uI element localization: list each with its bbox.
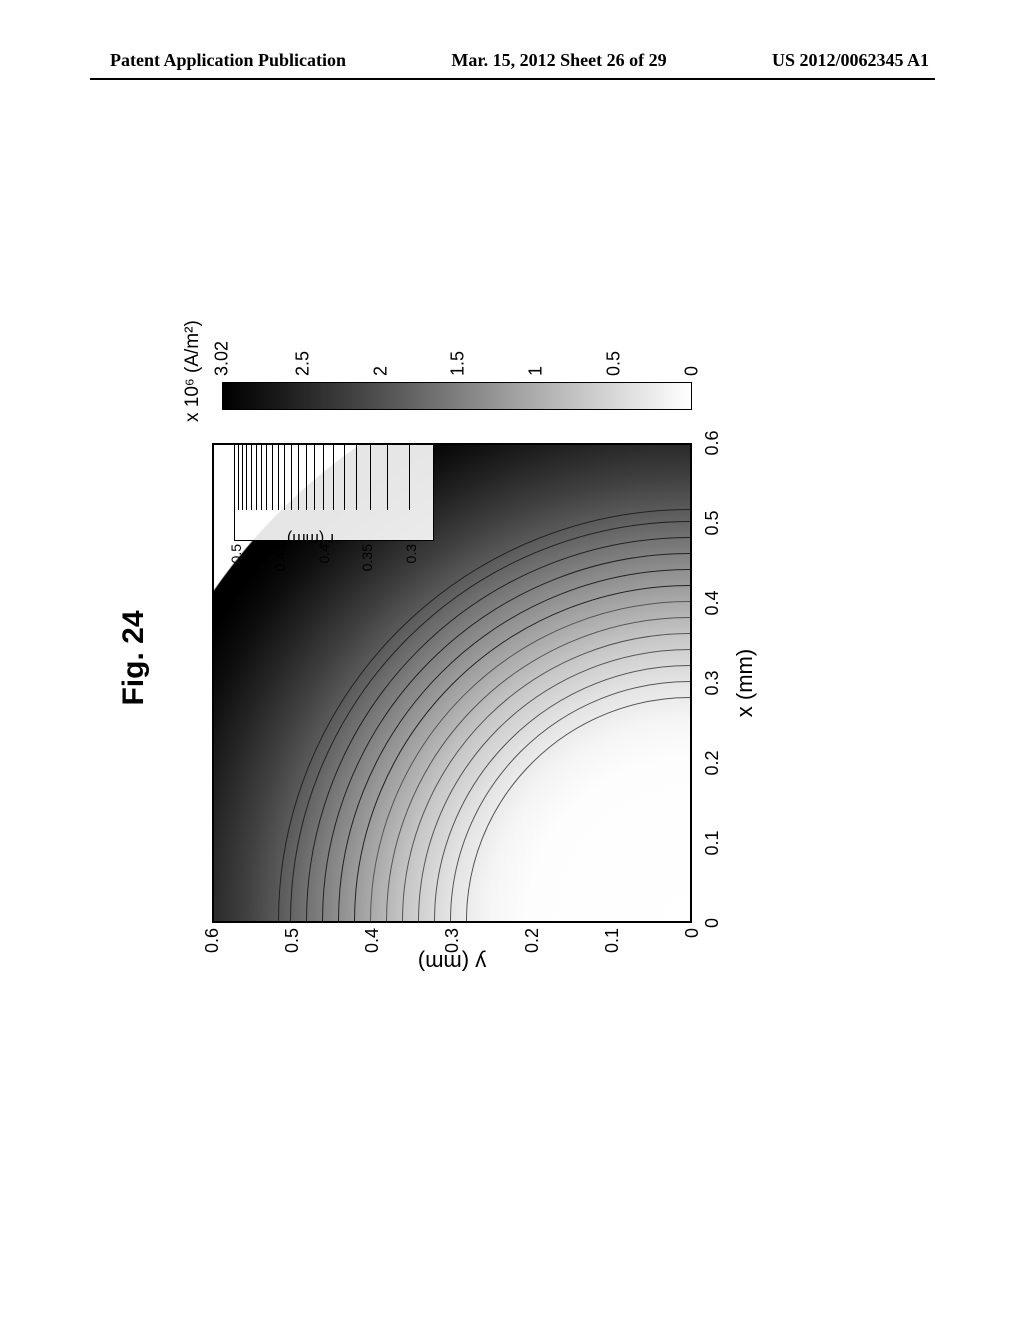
main-heatmap: r (mm) 0.30.350.40.450.5	[212, 443, 692, 923]
x-tick: 0.4	[702, 590, 723, 615]
inset-bar	[345, 443, 357, 510]
colorbar-tick: 2	[370, 366, 391, 376]
y-tick: 0.1	[602, 928, 623, 978]
header-center: Mar. 15, 2012 Sheet 26 of 29	[451, 50, 666, 71]
inset-tick: 0.35	[359, 544, 375, 576]
x-tick: 0.6	[702, 430, 723, 455]
y-tick: 0.4	[362, 928, 383, 978]
figure-24: Fig. 24 y (mm) r (mm) 0.30.350.40.450.5 …	[112, 298, 912, 1018]
inset-bar	[357, 443, 371, 510]
inset-plot: r (mm) 0.30.350.40.450.5	[234, 443, 434, 541]
inset-tick: 0.3	[403, 544, 419, 576]
y-tick: 0.2	[522, 928, 543, 978]
colorbar-tick: 2.5	[292, 351, 313, 376]
colorbar-tick: 1.5	[448, 351, 469, 376]
page-header: Patent Application Publication Mar. 15, …	[0, 50, 1024, 71]
inset-tick: 0.45	[272, 544, 288, 576]
y-tick: 0.6	[202, 928, 223, 978]
colorbar-tick: 1	[526, 366, 547, 376]
inset-bar	[334, 443, 345, 510]
inset-bar	[285, 443, 292, 510]
x-tick: 0	[702, 918, 723, 928]
header-right: US 2012/0062345 A1	[772, 50, 929, 71]
y-tick: 0.5	[282, 928, 303, 978]
x-axis-label: x (mm)	[732, 649, 758, 717]
x-tick: 0.3	[702, 670, 723, 695]
colorbar-title: x 10⁶ (A/m²)	[182, 320, 204, 422]
inset-bar	[299, 443, 307, 510]
header-left: Patent Application Publication	[110, 50, 346, 71]
x-tick: 0.5	[702, 510, 723, 535]
inset-bar	[324, 443, 334, 510]
colorbar-gradient	[222, 382, 692, 410]
inset-tick: 0.4	[316, 544, 332, 576]
inset-bar	[371, 443, 388, 510]
x-tick: 0.2	[702, 750, 723, 775]
inset-bar	[307, 443, 315, 510]
colorbar: x 10⁶ (A/m²) 3.022.521.510.50	[212, 300, 742, 410]
y-tick: 0.3	[442, 928, 463, 978]
inset-tick: 0.5	[228, 544, 244, 576]
colorbar-tick: 3.02	[212, 341, 233, 376]
header-rule	[90, 78, 935, 80]
colorbar-tick: 0.5	[603, 351, 624, 376]
inset-bar	[292, 443, 299, 510]
inset-bars	[235, 443, 408, 510]
x-tick: 0.1	[702, 830, 723, 855]
inset-bar	[388, 443, 410, 510]
y-tick: 0	[682, 928, 703, 978]
figure-title: Fig. 24	[117, 610, 151, 705]
inset-bar	[315, 443, 324, 510]
colorbar-tick: 0	[682, 366, 703, 376]
figure-body: y (mm) r (mm) 0.30.350.40.450.5 00.10.20…	[202, 298, 902, 1018]
